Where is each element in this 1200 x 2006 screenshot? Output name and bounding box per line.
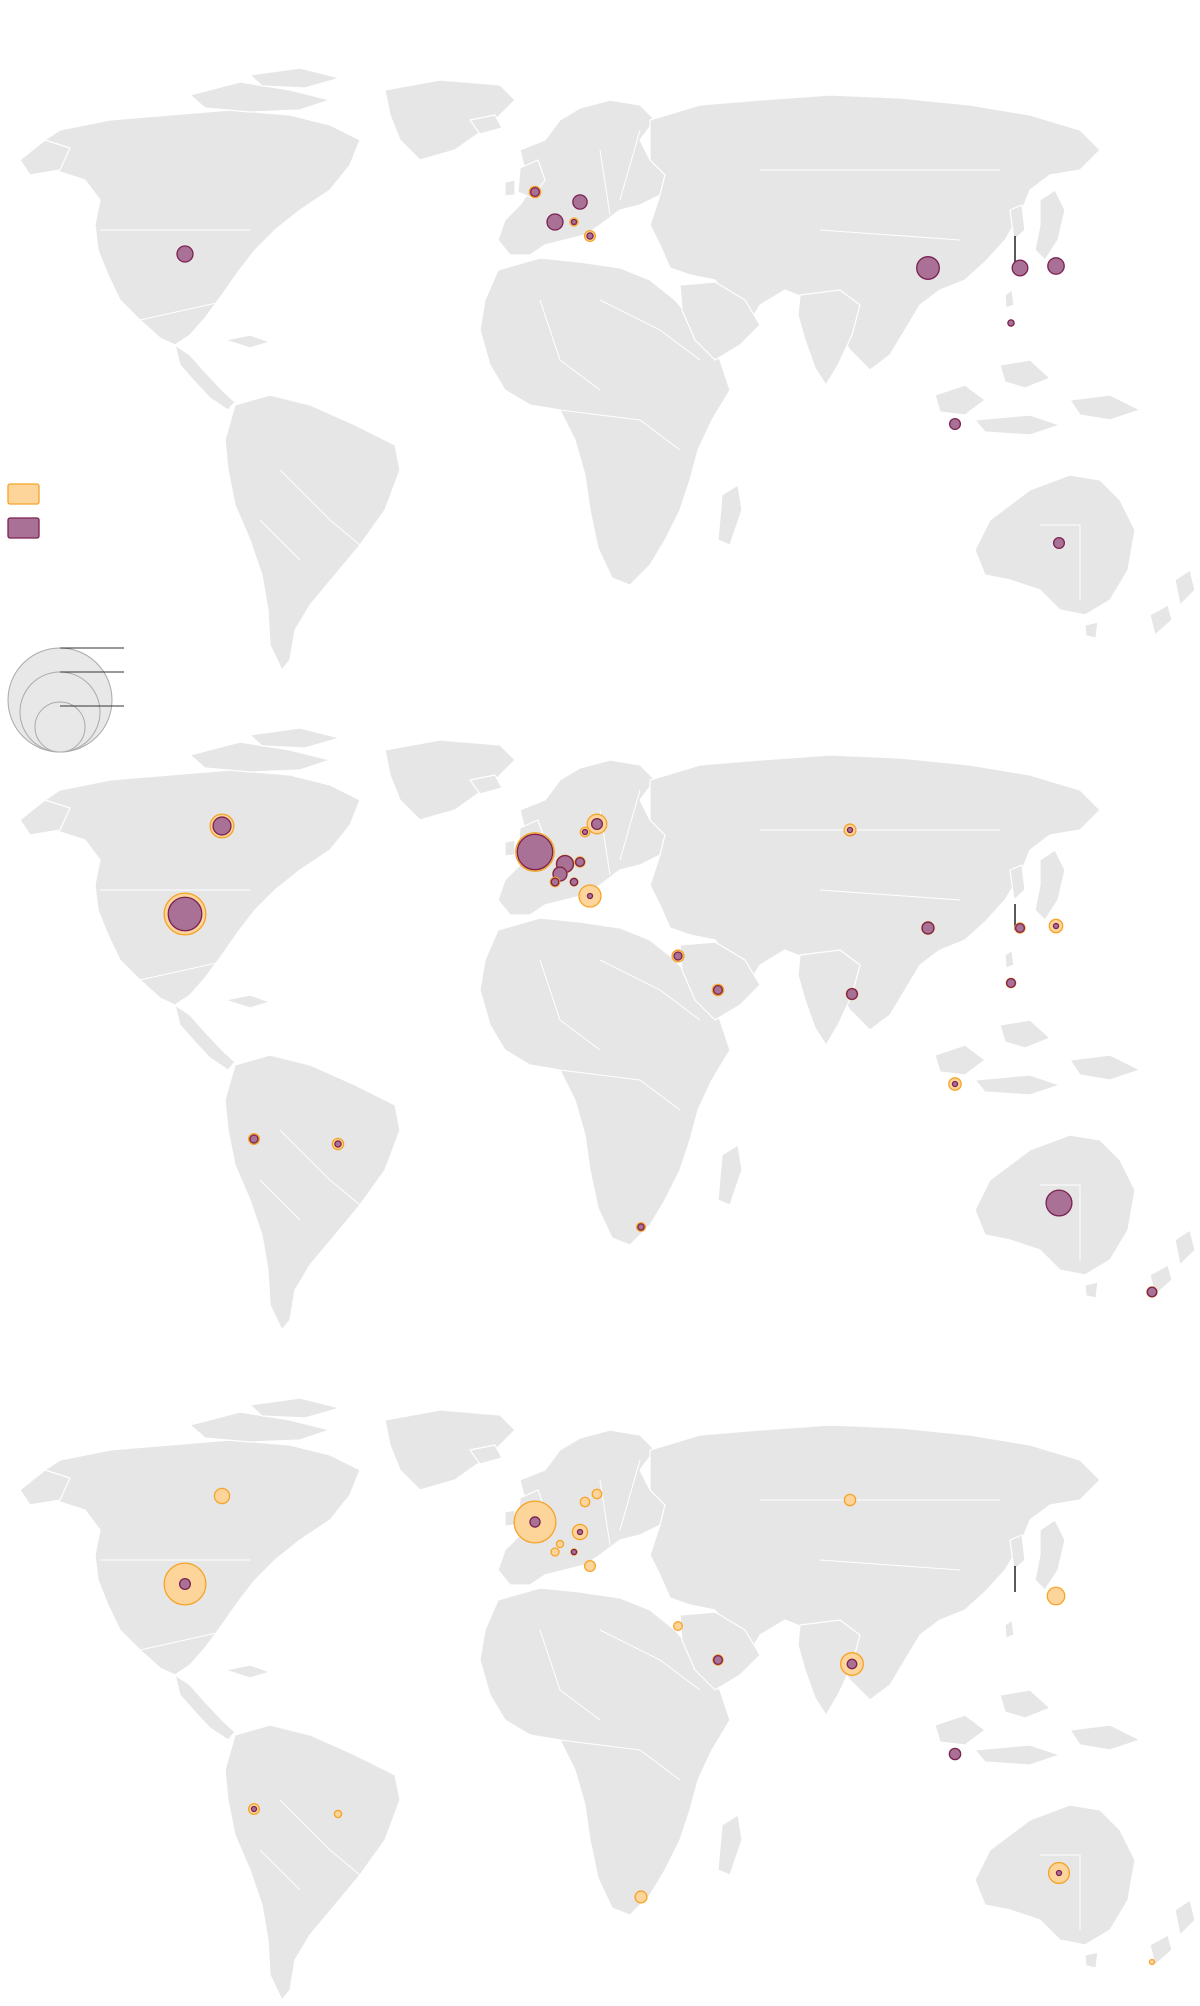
map-2-australia-inner-bubble <box>1045 1189 1073 1217</box>
map-1-bubbles <box>176 185 1066 550</box>
map-2-germany-inner-bubble <box>574 856 586 868</box>
map-3-france-outer-bubble <box>550 1547 560 1557</box>
map-2-saudi-inner-bubble <box>712 984 724 996</box>
map-1-japan-inner-bubble <box>1047 257 1065 275</box>
map-2-newzealand-inner-bubble <box>1146 1286 1158 1298</box>
size-key-circle-small <box>34 701 86 753</box>
size-key <box>7 647 124 753</box>
map-2-israel-inner-bubble <box>673 951 683 961</box>
map-1-uk-inner-bubble <box>529 186 541 198</box>
legend <box>7 483 124 753</box>
map-1-taiwan-inner-bubble <box>1007 319 1015 327</box>
map-2-southafrica-inner-bubble <box>637 1223 645 1231</box>
map-3-land <box>19 1397 1196 2001</box>
legend-swatch-outer <box>7 483 40 505</box>
map-2-italy-inner-bubble <box>586 892 594 900</box>
map-1-land <box>19 67 1196 671</box>
map-3-peru-inner-bubble <box>250 1805 258 1813</box>
map-2-switzerland-inner-bubble <box>569 877 579 887</box>
map-3-sweden-outer-bubble <box>591 1488 603 1500</box>
map-1-usa-inner-bubble <box>176 245 194 263</box>
map-2-brazil-inner-bubble <box>334 1140 342 1148</box>
map-2-land <box>19 727 1196 1331</box>
map-3-bubbles <box>163 1487 1156 1966</box>
map-1-france-inner-bubble <box>546 213 564 231</box>
map-3-japan-outer-bubble <box>1046 1586 1066 1606</box>
map-3-switzerland-inner-bubble <box>570 1548 578 1556</box>
map-2 <box>19 727 1196 1331</box>
map-2-taiwan-inner-bubble <box>1005 977 1017 989</box>
map-3-newzealand-outer-bubble <box>1148 1958 1156 1966</box>
map-2-bubbles <box>163 813 1158 1298</box>
map-3-denmark-outer-bubble <box>579 1496 591 1508</box>
map-2-india-inner-bubble <box>845 987 859 1001</box>
map-2-japan-inner-bubble <box>1052 922 1060 930</box>
map-1-italy-inner-bubble <box>586 232 594 240</box>
map-3 <box>19 1397 1196 2001</box>
map-3-brazil-outer-bubble <box>333 1809 343 1819</box>
map-1-singapore-inner-bubble <box>948 417 962 431</box>
map-1-switzerland-inner-bubble <box>570 218 578 226</box>
map-3-italy-outer-bubble <box>583 1559 597 1573</box>
map-2-denmark-inner-bubble <box>581 828 589 836</box>
map-2-russia-inner-bubble <box>846 826 854 834</box>
map-3-canada-outer-bubble <box>213 1487 231 1505</box>
map-3-uk-inner-bubble <box>529 1516 541 1528</box>
legend-swatch-inner <box>7 517 40 539</box>
map-1-korea-inner-bubble <box>1011 259 1029 277</box>
map-2-singapore-inner-bubble <box>951 1080 959 1088</box>
map-3-singapore-inner-bubble <box>948 1747 962 1761</box>
map-3-india-inner-bubble <box>846 1658 858 1670</box>
map-2-peru-inner-bubble <box>249 1134 259 1144</box>
map-3-israel-outer-bubble <box>672 1620 684 1632</box>
map-3-usa-inner-bubble <box>178 1577 192 1591</box>
map-3-russia-outer-bubble <box>843 1493 857 1507</box>
map-1-germany-inner-bubble <box>572 194 588 210</box>
map-2-usa-inner-bubble <box>167 896 203 932</box>
map-1-australia-inner-bubble <box>1052 536 1066 550</box>
map-2-uk-inner-bubble <box>516 833 554 871</box>
map-3-australia-inner-bubble <box>1055 1869 1063 1877</box>
map-3-southafrica-outer-bubble <box>634 1890 648 1904</box>
map-3-germany-inner-bubble <box>576 1528 584 1536</box>
map-2-china-inner-bubble <box>921 921 935 935</box>
map-3-belgium-outer-bubble <box>555 1539 565 1549</box>
map-1 <box>19 67 1196 671</box>
map-3-saudi-inner-bubble <box>712 1654 724 1666</box>
map-2-korea-inner-bubble <box>1014 922 1026 934</box>
map-2-canada-inner-bubble <box>212 816 232 836</box>
map-2-sweden-inner-bubble <box>590 817 604 831</box>
map-1-china-inner-bubble <box>916 256 940 280</box>
map-2-france-inner-bubble <box>550 877 560 887</box>
